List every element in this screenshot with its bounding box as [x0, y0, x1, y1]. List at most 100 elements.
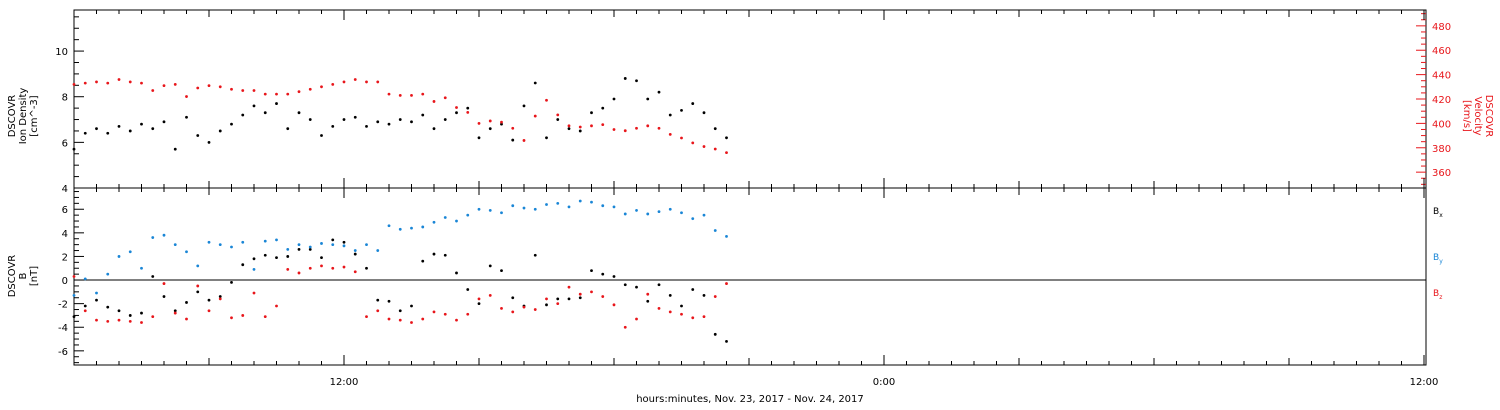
- bx-point: [578, 296, 582, 300]
- bz-point: [398, 318, 402, 322]
- bz-point: [196, 284, 200, 288]
- bz-point: [106, 319, 110, 323]
- velocity-point: [297, 90, 301, 94]
- by-point: [263, 239, 267, 243]
- bx-point: [140, 311, 143, 315]
- bz-point: [567, 285, 571, 289]
- velocity-point: [173, 82, 177, 86]
- by-point: [230, 245, 233, 249]
- bz-point: [207, 309, 211, 313]
- density-point: [365, 124, 368, 128]
- density-point: [117, 124, 121, 128]
- by-point: [320, 242, 323, 245]
- bz-point: [635, 317, 638, 321]
- time-tick-label: 12:00: [330, 377, 359, 388]
- bz-point: [421, 317, 425, 321]
- velocity-point: [623, 129, 627, 133]
- velocity-point: [308, 87, 312, 91]
- bz-point: [241, 314, 245, 317]
- legend-symbol: B: [1433, 207, 1439, 217]
- density-point: [320, 134, 323, 137]
- by-point: [578, 199, 582, 203]
- by-point: [117, 255, 121, 258]
- axis-label-line: [nT]: [29, 266, 40, 286]
- bx-point: [230, 281, 233, 284]
- by-point: [297, 243, 301, 247]
- velocity-point: [680, 136, 683, 140]
- density-point: [702, 111, 706, 115]
- velocity-point: [410, 93, 413, 97]
- bz-point: [230, 316, 233, 320]
- density-point: [106, 131, 110, 135]
- density-point: [410, 120, 413, 124]
- bx-point: [83, 304, 87, 308]
- density-point: [241, 113, 245, 117]
- bx-point: [657, 283, 661, 287]
- bx-point: [668, 293, 672, 297]
- by-point: [612, 205, 616, 209]
- bz-point: [320, 264, 323, 268]
- density-point: [308, 118, 312, 121]
- by-point: [410, 226, 413, 230]
- velocity-point: [668, 132, 672, 136]
- bx-point: [511, 296, 515, 300]
- velocity-point: [646, 124, 650, 128]
- density-point: [578, 129, 582, 133]
- bx-point: [432, 252, 436, 256]
- bx-point: [185, 301, 188, 304]
- legend-bx: Bx: [1433, 207, 1443, 219]
- bx-point: [331, 238, 335, 242]
- top-panel-time-ticks: [73, 10, 1425, 188]
- by-point: [421, 225, 425, 229]
- legend-subscript: x: [1439, 212, 1443, 219]
- velocity-point: [612, 128, 616, 131]
- velocity-point: [196, 86, 200, 90]
- velocity-point: [275, 92, 278, 96]
- bx-point: [410, 304, 413, 308]
- bx-point: [421, 259, 425, 263]
- bz-point: [533, 308, 537, 311]
- density-point: [443, 118, 447, 121]
- bx-point: [488, 264, 492, 268]
- bx-point: [365, 266, 368, 270]
- bz-point: [162, 282, 166, 285]
- by-point: [590, 200, 593, 204]
- bx-point: [241, 263, 245, 267]
- by-point: [72, 293, 76, 297]
- bz-point: [342, 265, 346, 269]
- by-point: [331, 243, 335, 247]
- bx-point: [151, 275, 155, 278]
- bz-point: [410, 321, 413, 324]
- bx-point: [623, 283, 627, 287]
- by-point: [432, 220, 436, 224]
- time-axis: 12:00 0:00 12:00: [73, 188, 1438, 388]
- bx-point: [117, 309, 121, 313]
- bx-point: [342, 240, 346, 244]
- by-point: [657, 210, 661, 214]
- density-point: [691, 102, 695, 105]
- bz-point: [432, 310, 436, 314]
- bx-point: [173, 309, 177, 313]
- bz-point: [185, 317, 188, 321]
- velocity-point: [578, 125, 582, 129]
- bx-point: [702, 293, 706, 297]
- by-point: [477, 207, 481, 211]
- by-point: [207, 240, 211, 244]
- velocity-point: [365, 80, 368, 84]
- bx-point: [713, 332, 717, 336]
- axis-label-line: Velocity: [1472, 96, 1483, 135]
- bx-point: [500, 269, 503, 272]
- bz-point: [623, 325, 627, 329]
- bz-point: [725, 282, 728, 285]
- velocity-point: [657, 126, 661, 130]
- by-point: [95, 291, 98, 295]
- by-point: [646, 212, 650, 216]
- density-velocity-data: [72, 77, 728, 155]
- bx-point: [162, 295, 166, 298]
- by-point: [241, 240, 245, 244]
- b-tick-label: 2: [62, 252, 68, 263]
- velocity-point: [72, 82, 76, 86]
- bz-point: [353, 270, 357, 274]
- velocity-point: [488, 119, 492, 123]
